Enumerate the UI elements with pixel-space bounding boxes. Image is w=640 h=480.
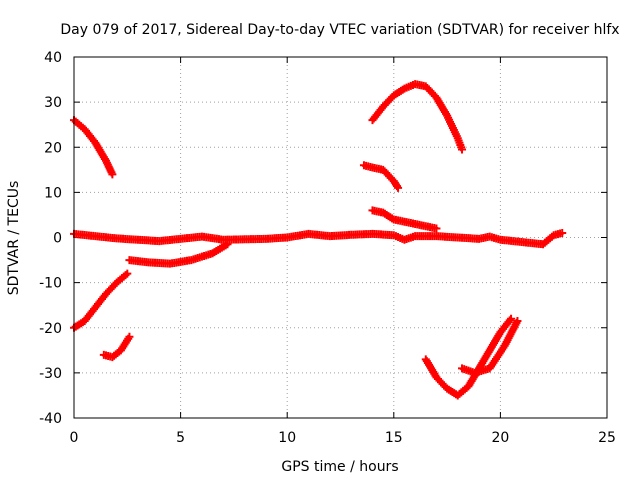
y-tick-label: 20 [44, 140, 62, 156]
y-tick-label: -40 [39, 411, 62, 427]
plot-frame [73, 56, 608, 419]
data-point [507, 314, 516, 323]
y-tick-label: 10 [44, 185, 62, 201]
plot-area [70, 80, 567, 400]
data-series [458, 316, 522, 377]
data-series [70, 116, 117, 179]
data-point [513, 316, 522, 325]
data-point [123, 269, 132, 278]
data-point [108, 170, 117, 179]
data-series [70, 269, 132, 332]
data-series [368, 206, 441, 233]
data-point [394, 183, 403, 192]
data-series [421, 314, 516, 400]
x-tick-label: 10 [278, 430, 296, 446]
y-tick-label: 40 [44, 50, 62, 66]
data-series [99, 332, 134, 362]
data-series [125, 240, 232, 268]
y-axis-label: SDTVAR / TECUs [6, 181, 22, 296]
chart-title: Day 079 of 2017, Sidereal Day-to-day VTE… [60, 22, 619, 38]
y-tick-label: 30 [44, 95, 62, 111]
y-tick-label: -30 [39, 366, 62, 382]
data-point [458, 145, 467, 154]
axis-ticks: 0 5 10 15 20 25 -40 -30 -20 -10 0 10 20 30 40 [39, 50, 616, 446]
data-point [125, 332, 134, 341]
data-series [368, 80, 467, 154]
data-point [223, 240, 232, 249]
data-series [359, 161, 403, 192]
x-tick-label: 15 [385, 430, 403, 446]
data-point [432, 224, 441, 233]
x-tick-label: 25 [598, 430, 616, 446]
x-tick-label: 0 [70, 430, 79, 446]
y-tick-label: 0 [53, 231, 62, 247]
x-tick-label: 20 [491, 430, 509, 446]
y-tick-label: -10 [39, 276, 62, 292]
data-series [70, 228, 567, 249]
x-axis-label: GPS time / hours [281, 459, 398, 475]
x-tick-label: 5 [176, 430, 185, 446]
y-tick-label: -20 [39, 321, 62, 337]
data-point [558, 228, 567, 237]
